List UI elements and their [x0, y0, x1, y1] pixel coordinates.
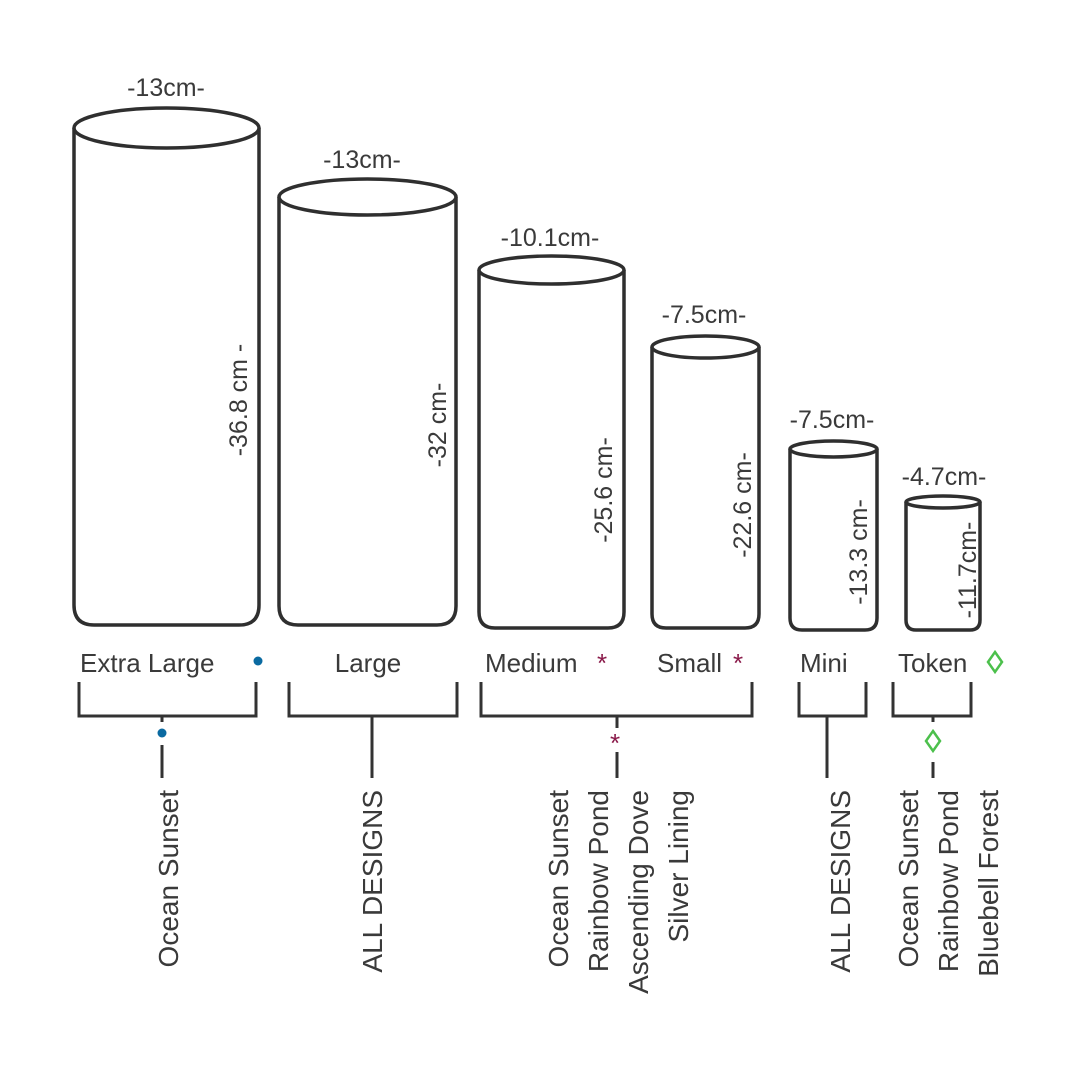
- designs-large: ALL DESIGNS: [357, 790, 388, 973]
- size-label-extra-large: Extra Large: [80, 648, 214, 678]
- asterisk-icon: *: [733, 648, 743, 678]
- width-label: -10.1cm-: [501, 224, 600, 252]
- width-label: -13cm-: [127, 74, 205, 102]
- asterisk-icon: *: [610, 728, 620, 758]
- height-label: -25.6 cm-: [590, 437, 618, 543]
- cylinder-extra-large: -13cm- -36.8 cm -: [72, 74, 261, 627]
- designs-mini: ALL DESIGNS: [825, 790, 856, 973]
- cylinder-mini: -7.5cm- -13.3 cm-: [788, 406, 879, 632]
- designs-extra-large: Ocean Sunset: [153, 790, 184, 968]
- size-label-large: Large: [335, 648, 402, 678]
- width-label: -7.5cm-: [790, 406, 875, 434]
- design-name: Ocean Sunset: [153, 790, 184, 968]
- width-label: -13cm-: [323, 146, 401, 174]
- design-name: ALL DESIGNS: [825, 790, 856, 973]
- dot-icon: [253, 656, 263, 666]
- bracket-token: [891, 682, 973, 778]
- design-name: ALL DESIGNS: [357, 790, 388, 973]
- design-name: Bluebell Forest: [973, 790, 1004, 977]
- height-label: -32 cm-: [424, 383, 452, 468]
- design-name: Ocean Sunset: [893, 790, 924, 968]
- cylinder-medium: -10.1cm- -25.6 cm-: [477, 224, 626, 630]
- cylinder-small: -7.5cm- -22.6 cm-: [650, 301, 761, 630]
- designs-medium-small: Ocean Sunset Rainbow Pond Ascending Dove…: [543, 790, 694, 994]
- bracket-large: [287, 682, 459, 778]
- size-label-token: Token: [898, 648, 967, 678]
- dot-icon: [157, 728, 167, 738]
- bracket-extra-large: [77, 682, 258, 778]
- width-label: -7.5cm-: [662, 301, 747, 329]
- height-label: -22.6 cm-: [729, 452, 757, 558]
- design-name: Rainbow Pond: [583, 790, 614, 972]
- bracket-medium-small: *: [479, 682, 754, 778]
- cylinder-token: -4.7cm- -11.7cm-: [902, 463, 987, 632]
- designs-token: Ocean Sunset Rainbow Pond Bluebell Fores…: [893, 790, 1004, 977]
- diamond-icon: [986, 649, 1004, 675]
- design-name: Ascending Dove: [623, 790, 654, 994]
- height-label: -13.3 cm-: [845, 499, 873, 605]
- height-label: -11.7cm-: [954, 522, 982, 619]
- design-name: Rainbow Pond: [933, 790, 964, 972]
- design-name: Ocean Sunset: [543, 790, 574, 968]
- asterisk-icon: *: [597, 648, 607, 678]
- bracket-mini: [797, 682, 868, 778]
- size-label-small: Small: [657, 648, 722, 678]
- width-label: -4.7cm-: [902, 463, 987, 491]
- diamond-icon: [924, 728, 942, 754]
- size-label-medium: Medium: [485, 648, 577, 678]
- design-name: Silver Lining: [663, 790, 694, 943]
- size-label-mini: Mini: [800, 648, 848, 678]
- height-label: -36.8 cm -: [225, 344, 253, 457]
- cylinder-large: -13cm- -32 cm-: [277, 146, 458, 627]
